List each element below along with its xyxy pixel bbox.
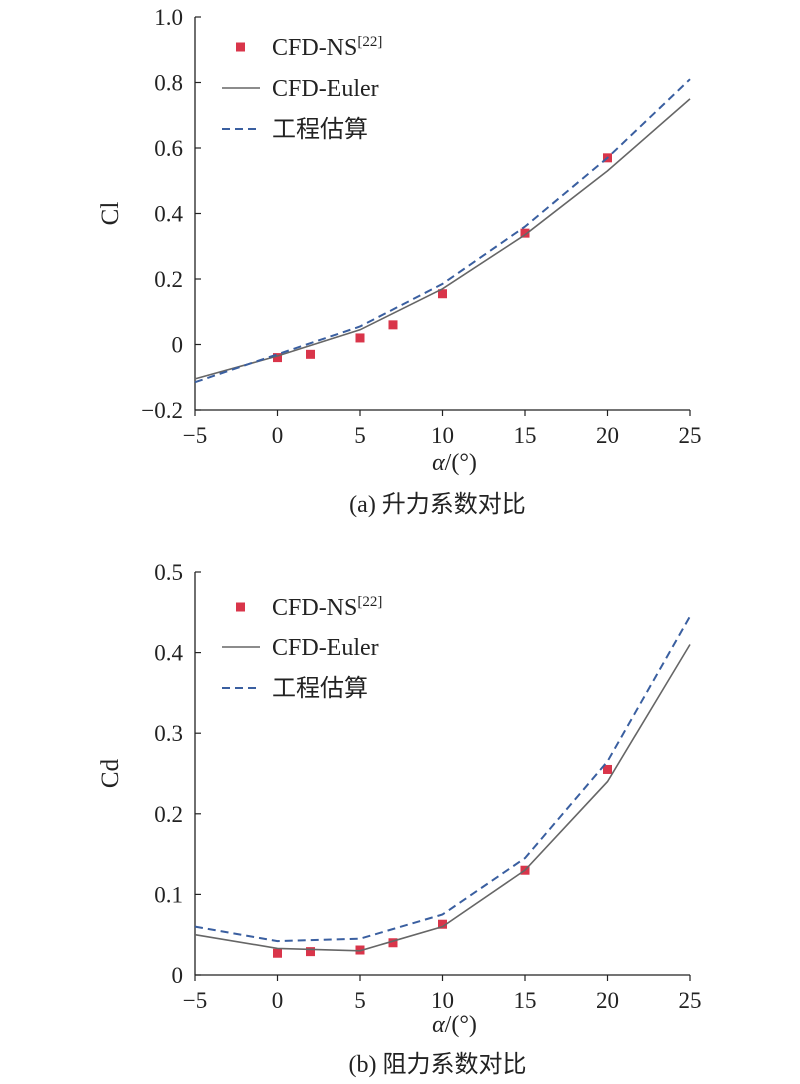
y-tick-label: 0.4 <box>154 202 183 227</box>
x-tick-label: −5 <box>183 423 207 448</box>
series-line-cfd-euler <box>194 98 691 380</box>
y-tick-label: 0.8 <box>154 71 183 96</box>
legend-marker-cfd-ns <box>236 42 245 52</box>
y-tick-label: −0.2 <box>141 398 183 423</box>
y-tick-label: 1.0 <box>154 5 183 30</box>
data-point-cfd-ns <box>306 947 315 957</box>
x-tick-label: 0 <box>272 423 284 448</box>
y-tick-label: 0.2 <box>154 802 183 827</box>
x-tick-label: 25 <box>679 423 702 448</box>
y-tick-label: 0.6 <box>154 136 183 161</box>
data-point-cfd-ns <box>603 764 612 774</box>
legend-label: CFD-Euler <box>272 76 379 102</box>
y-tick-label: 0.1 <box>154 882 183 907</box>
series-line-estimate <box>194 78 691 384</box>
y-axis-label: Cd <box>97 758 124 788</box>
legend-label: 工程估算 <box>272 116 368 143</box>
x-axis-label: α/(°) <box>432 450 477 476</box>
series-line-cfd-euler <box>194 644 691 952</box>
x-tick-label: 15 <box>514 423 537 448</box>
data-point-cfd-ns <box>273 353 282 363</box>
x-tick-label: 0 <box>272 988 284 1013</box>
data-point-cfd-ns <box>388 320 398 330</box>
chart-caption: (a) 升力系数对比 <box>349 491 526 518</box>
data-point-cfd-ns <box>438 289 447 299</box>
y-tick-label: 0.2 <box>154 267 183 292</box>
data-point-cfd-ns <box>438 919 447 929</box>
data-point-cfd-ns <box>306 349 315 359</box>
x-tick-label: 5 <box>354 988 366 1013</box>
y-tick-label: 0.4 <box>154 641 183 666</box>
legend-label: CFD-Euler <box>272 635 379 661</box>
x-tick-label: 5 <box>354 423 366 448</box>
chart-caption: (b) 阻力系数对比 <box>349 1051 527 1078</box>
x-tick-label: 15 <box>514 988 537 1013</box>
data-point-cfd-ns <box>273 948 282 958</box>
legend-label: CFD-NS[22] <box>272 594 382 621</box>
chart-panel-1: −0.2 0 0.2 0.4 0.6 0.8 1.0 −5 0 5 10 15 20 25 Cl α/(°) (… <box>97 5 702 518</box>
y-tick-label: 0.5 <box>154 560 183 585</box>
x-tick-label: −5 <box>183 988 207 1013</box>
y-tick-label: 0 <box>172 963 184 988</box>
y-tick-label: 0.3 <box>154 721 183 746</box>
data-point-cfd-ns <box>520 228 530 238</box>
x-tick-label: 20 <box>596 423 619 448</box>
x-axis-label: α/(°) <box>432 1012 477 1038</box>
y-tick-label: 0 <box>172 333 184 358</box>
legend-marker-cfd-ns <box>236 602 245 612</box>
legend-label: 工程估算 <box>272 675 368 702</box>
y-axis-label: Cl <box>97 202 124 226</box>
x-tick-label: 25 <box>679 988 702 1013</box>
data-point-cfd-ns <box>355 333 365 343</box>
x-tick-label: 10 <box>431 988 454 1013</box>
legend-label: CFD-NS[22] <box>272 34 382 61</box>
x-tick-label: 20 <box>596 988 619 1013</box>
series-line-estimate <box>194 615 691 943</box>
x-tick-label: 10 <box>431 423 454 448</box>
data-point-cfd-ns <box>388 938 398 948</box>
